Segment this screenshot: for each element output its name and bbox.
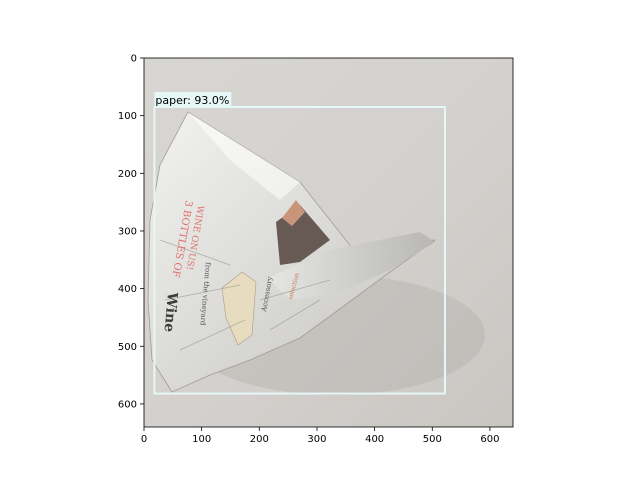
detection-label-background: [154, 92, 232, 107]
y-tick-label: 100: [118, 111, 137, 122]
x-axis: 0 100 200 300 400 500 600: [141, 427, 499, 445]
photo: 3 BOTTLES OF WINE ON US! Wine from the v…: [144, 58, 513, 427]
axes-frame: [143, 57, 514, 428]
y-tick-label: 0: [131, 54, 137, 65]
x-tick-label: 100: [192, 434, 211, 445]
y-tick-label: 200: [118, 169, 137, 180]
y-tick-label: 500: [118, 342, 137, 353]
y-axis: 0 100 200 300 400 500 600: [118, 54, 144, 410]
detections: paper: 93.0%: [153, 92, 446, 395]
x-tick-label: 300: [307, 434, 326, 445]
detection-label: paper: 93.0%: [155, 94, 229, 107]
x-tick-label: 0: [141, 434, 147, 445]
x-tick-label: 600: [480, 434, 499, 445]
x-tick-label: 500: [423, 434, 442, 445]
x-tick-label: 200: [250, 434, 269, 445]
y-tick-label: 600: [118, 399, 137, 410]
svg-text:Wine: Wine: [161, 291, 181, 333]
y-tick-label: 400: [118, 284, 137, 295]
y-tick-label: 300: [118, 226, 137, 237]
detection-box: [153, 106, 446, 395]
x-tick-label: 400: [365, 434, 384, 445]
